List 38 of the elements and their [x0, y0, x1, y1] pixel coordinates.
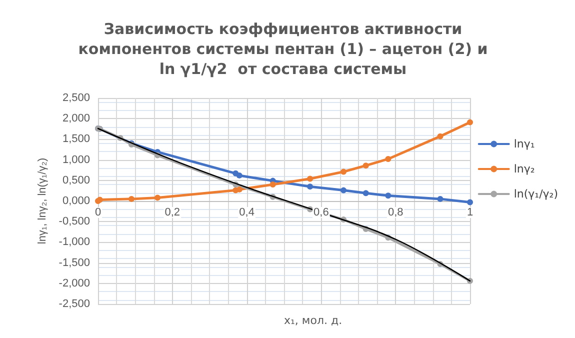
- point: [154, 194, 161, 201]
- y-tick-label: -2,500: [58, 298, 90, 310]
- y-tick-label: -1,000: [58, 236, 90, 248]
- point: [307, 176, 314, 182]
- y-tick-label: 0,000: [62, 195, 90, 207]
- y-tick-label: 1,500: [62, 133, 90, 146]
- y-tick-label: 1,000: [62, 154, 90, 166]
- y-tick-label: -1,500: [58, 256, 90, 269]
- x-tick-label: 0,8: [388, 206, 404, 218]
- chart-title: Зависимость коэффициентов активности компонентов системы пентан (1) – ацетон (2) и ln γ1/γ2 от состава системы: [78, 20, 488, 78]
- point: [340, 168, 347, 175]
- legend-label: ln(γ₁/γ₂): [514, 188, 558, 200]
- y-tick-label: -0,500: [58, 216, 90, 228]
- point: [270, 182, 276, 188]
- point: [236, 172, 242, 178]
- point: [437, 133, 444, 140]
- y-tick-label: 0,500: [62, 174, 90, 186]
- point: [307, 184, 314, 190]
- x-tick-label: 0,2: [164, 206, 180, 218]
- y-tick-label: 2,000: [62, 112, 90, 125]
- point: [467, 119, 473, 126]
- point: [437, 196, 444, 202]
- point: [128, 196, 134, 202]
- y-tick-label: -2,000: [58, 277, 90, 290]
- x-tick-label: 0: [94, 206, 102, 218]
- x-tick-label: 1: [466, 206, 474, 218]
- point: [385, 156, 392, 162]
- legend-label: lnγ₁: [514, 138, 535, 150]
- point: [385, 192, 392, 199]
- x-axis-title: x₁, мол. д.: [284, 314, 342, 327]
- point: [467, 199, 473, 206]
- x-tick-label: 0,4: [239, 206, 254, 218]
- legend-label: lnγ₂: [514, 162, 535, 176]
- point: [340, 187, 347, 194]
- y-tick-label: 2,500: [62, 92, 90, 104]
- point: [362, 162, 369, 169]
- point: [362, 190, 369, 196]
- y-axis-title: lnγ₁, lnγ₂, ln(γ₁/γ₂): [36, 158, 48, 244]
